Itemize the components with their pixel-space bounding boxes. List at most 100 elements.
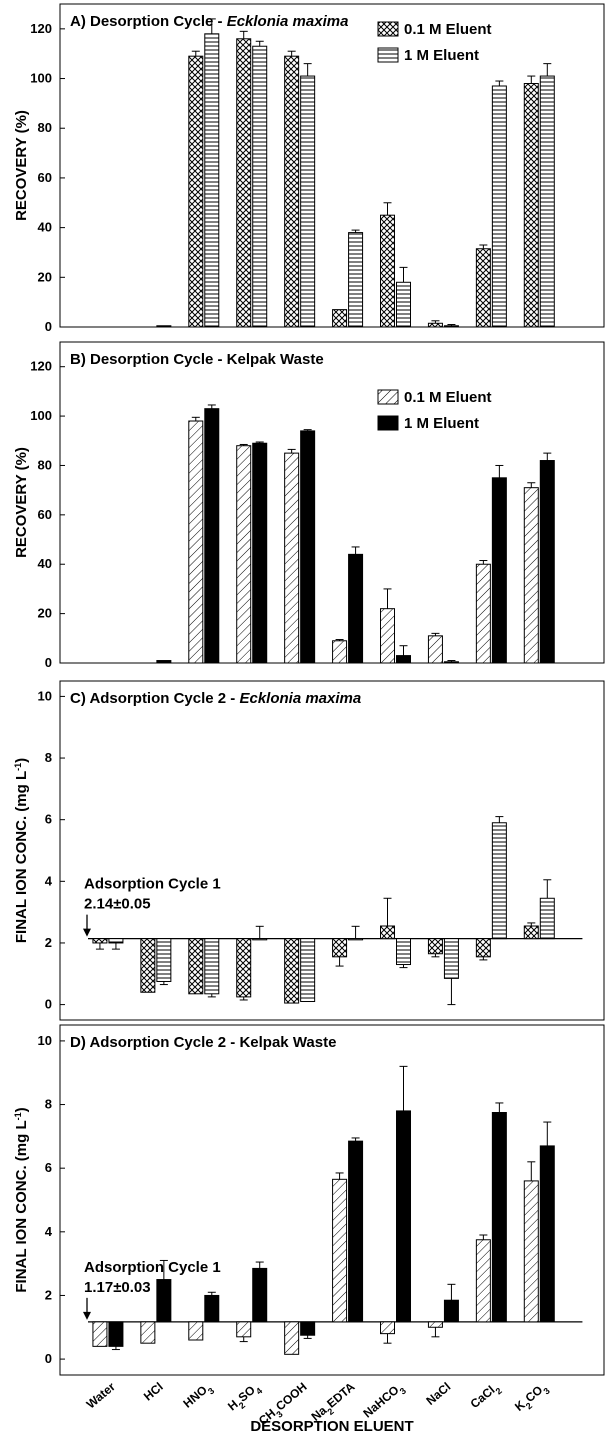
y-tick-label: 0 bbox=[45, 1351, 52, 1366]
bar bbox=[300, 1321, 316, 1336]
y-tick-label: 2 bbox=[45, 935, 52, 950]
bar bbox=[156, 1279, 172, 1323]
bar bbox=[156, 660, 172, 664]
y-tick-label: 20 bbox=[38, 606, 52, 621]
bar bbox=[92, 938, 108, 944]
bar bbox=[252, 45, 268, 328]
x-tick-label: NaCl bbox=[423, 1380, 453, 1408]
bar bbox=[348, 232, 364, 328]
bar bbox=[284, 1321, 300, 1355]
bar bbox=[332, 938, 348, 958]
x-tick-label: CaCl2 bbox=[468, 1380, 504, 1415]
bar bbox=[284, 55, 300, 328]
panel-b: 0 20 40 60 80 100 120 RECOVERY (%) B) Desorption… bbox=[13, 341, 605, 670]
plot-frame bbox=[59, 3, 605, 328]
bar bbox=[491, 1112, 507, 1323]
panel-title: D) Adsorption Cycle 2 - Kelpak Waste bbox=[70, 1034, 336, 1051]
bar bbox=[475, 1239, 491, 1323]
y-tick-label: 4 bbox=[45, 1224, 53, 1239]
legend-label: 0.1 M Eluent bbox=[404, 389, 492, 406]
bar bbox=[204, 938, 220, 995]
legend-swatch bbox=[377, 389, 399, 405]
y-axis-label: RECOVERY (%) bbox=[13, 447, 30, 558]
bar bbox=[204, 1294, 220, 1323]
y-tick-label: 60 bbox=[38, 170, 52, 185]
panel-title: C) Adsorption Cycle 2 - Ecklonia maxima bbox=[70, 690, 361, 707]
bar bbox=[204, 33, 220, 328]
bar bbox=[396, 938, 412, 966]
bar bbox=[523, 1180, 539, 1323]
bar bbox=[427, 938, 443, 955]
y-tick-label: 0 bbox=[45, 319, 52, 334]
bar bbox=[539, 460, 555, 664]
bar bbox=[300, 430, 316, 664]
annotation-label: Adsorption Cycle 1 bbox=[84, 1259, 221, 1276]
legend-label: 1 M Eluent bbox=[404, 415, 479, 432]
annotation-value: 2.14±0.05 bbox=[84, 896, 151, 913]
y-tick-label: 60 bbox=[38, 507, 52, 522]
panel-title: B) Desorption Cycle - Kelpak Waste bbox=[70, 351, 324, 368]
bar bbox=[140, 1321, 156, 1344]
y-tick-label: 10 bbox=[38, 688, 52, 703]
y-tick-label: 2 bbox=[45, 1287, 52, 1302]
bar bbox=[380, 608, 396, 664]
legend-swatch bbox=[377, 415, 399, 431]
y-tick-label: 8 bbox=[45, 750, 52, 765]
bar bbox=[443, 325, 459, 328]
y-tick-label: 20 bbox=[38, 269, 52, 284]
bar bbox=[108, 938, 124, 944]
bar bbox=[523, 925, 539, 940]
bar bbox=[396, 281, 412, 328]
bar bbox=[443, 1299, 459, 1323]
y-tick-label: 100 bbox=[30, 71, 52, 86]
bar bbox=[396, 655, 412, 664]
legend-swatch bbox=[377, 21, 399, 37]
bar bbox=[380, 1321, 396, 1335]
y-tick-label: 40 bbox=[38, 220, 52, 235]
bar bbox=[396, 1110, 412, 1323]
panel-c: 0 2 4 6 8 10 FINAL ION CONC. (mg L-1) C) Adsorp… bbox=[13, 680, 605, 1021]
y-tick-label: 80 bbox=[38, 457, 52, 472]
bar bbox=[539, 1145, 555, 1323]
bar bbox=[380, 925, 396, 940]
bar bbox=[156, 325, 172, 328]
bar bbox=[348, 938, 364, 941]
bar bbox=[332, 309, 348, 328]
panel-a: 0 20 40 60 80 100 120 RECOVERY (%) A) Desorption… bbox=[13, 3, 605, 334]
bar bbox=[236, 1321, 252, 1338]
bar bbox=[236, 445, 252, 664]
legend-label: 1 M Eluent bbox=[404, 47, 479, 64]
annotation-arrowhead bbox=[83, 1311, 91, 1320]
bar bbox=[348, 1140, 364, 1323]
plot-frame bbox=[59, 341, 605, 664]
bar bbox=[300, 75, 316, 328]
y-axis-label: RECOVERY (%) bbox=[13, 110, 30, 221]
y-tick-label: 10 bbox=[38, 1033, 52, 1048]
plot-frame bbox=[59, 1024, 605, 1376]
x-tick-label: H2SO4 bbox=[225, 1380, 264, 1417]
bar bbox=[284, 938, 300, 1004]
bar bbox=[491, 477, 507, 664]
bar bbox=[443, 661, 459, 664]
legend-label: 0.1 M Eluent bbox=[404, 21, 492, 38]
bar bbox=[539, 75, 555, 328]
bar bbox=[236, 938, 252, 998]
bar bbox=[427, 635, 443, 664]
x-tick-label: HCl bbox=[141, 1380, 166, 1404]
panel-d: 0 2 4 6 8 10 FINAL ION CONC. (mg L-1) D) Adsorp… bbox=[13, 1024, 605, 1376]
bar bbox=[188, 1321, 204, 1341]
y-tick-label: 6 bbox=[45, 1160, 52, 1175]
y-tick-label: 4 bbox=[45, 873, 53, 888]
bar bbox=[140, 938, 156, 993]
x-tick-label: NaHCO3 bbox=[360, 1380, 408, 1424]
y-tick-label: 120 bbox=[30, 21, 52, 36]
bar bbox=[427, 1321, 443, 1328]
y-tick-label: 120 bbox=[30, 359, 52, 374]
bar bbox=[475, 248, 491, 328]
bar bbox=[236, 38, 252, 328]
bar bbox=[188, 55, 204, 328]
y-axis-label: FINAL ION CONC. (mg L-1) bbox=[13, 1107, 30, 1292]
bar bbox=[491, 822, 507, 940]
bar bbox=[523, 487, 539, 664]
